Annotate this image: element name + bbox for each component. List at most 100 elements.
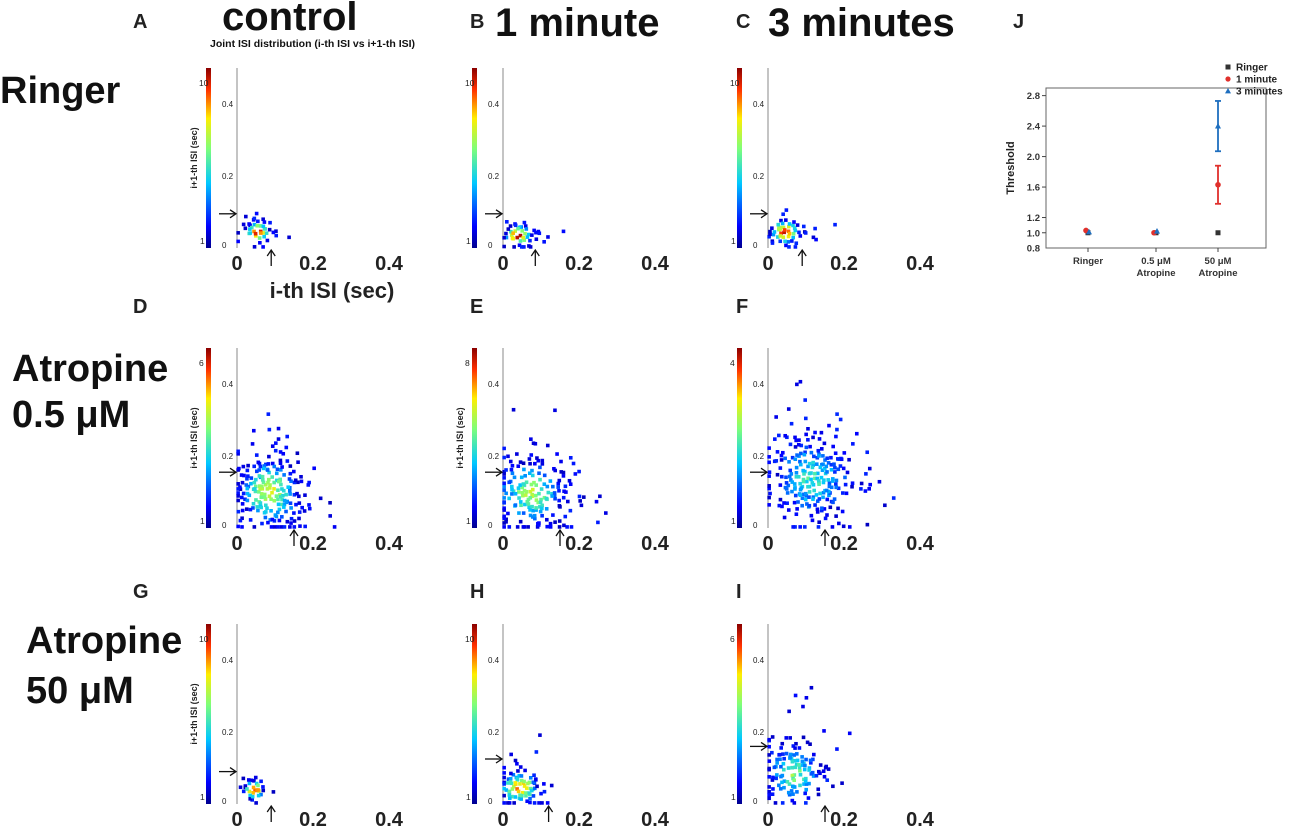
x-category-label: 50 μM bbox=[1205, 256, 1232, 267]
heatmap-cell bbox=[782, 228, 787, 232]
heatmap-cell bbox=[532, 773, 536, 778]
heatmap-cell bbox=[236, 231, 240, 235]
heatmap-cell bbox=[236, 487, 240, 491]
heatmap-cell bbox=[253, 231, 258, 236]
heatmap-cell bbox=[254, 453, 259, 457]
heatmap-cell bbox=[288, 525, 292, 529]
heatmap-cell bbox=[536, 458, 541, 463]
heatmap-cell bbox=[803, 491, 808, 496]
heatmap-cell bbox=[780, 780, 784, 785]
legend-marker bbox=[1225, 76, 1231, 82]
panel-d-heatmap: D 6 1 0.4 0.2 0 i+1-th ISI (sec) 0 0.2 0.4 bbox=[133, 296, 404, 555]
heatmap-cell bbox=[502, 801, 506, 805]
column-header-control: control bbox=[222, 0, 358, 39]
heatmap-cell bbox=[240, 516, 244, 521]
heatmap-cell bbox=[810, 770, 815, 775]
heatmap-cell bbox=[520, 490, 525, 495]
heatmap-cell bbox=[513, 491, 518, 496]
heatmap-cell bbox=[786, 508, 791, 512]
heatmap-cell bbox=[550, 491, 554, 496]
heatmap-cell bbox=[254, 211, 259, 216]
heatmap-cell bbox=[767, 234, 771, 239]
y-marker-arrowhead bbox=[760, 741, 769, 751]
heatmap-cell bbox=[833, 465, 837, 470]
colorbar-tick-label: 0.4 bbox=[222, 380, 234, 389]
heatmap-cell bbox=[798, 234, 803, 238]
heatmap-cell bbox=[775, 450, 780, 454]
heatmap-cell bbox=[276, 497, 280, 502]
heatmap-cell bbox=[790, 798, 795, 803]
colorbar-max-label: 4 bbox=[730, 358, 735, 368]
heatmap-cell bbox=[845, 470, 850, 475]
heatmap-cell bbox=[784, 475, 788, 480]
heatmap-cell bbox=[542, 782, 546, 786]
heatmap-cell bbox=[247, 789, 252, 794]
heatmap-cell bbox=[827, 481, 832, 485]
x-marker-arrowhead bbox=[266, 248, 276, 257]
heatmap-cell bbox=[815, 476, 820, 481]
heatmap-cell bbox=[248, 227, 252, 231]
heatmap-cell bbox=[270, 490, 274, 495]
heatmap-cell bbox=[526, 781, 530, 786]
heatmap-cell bbox=[532, 786, 537, 791]
heatmap-cell bbox=[801, 704, 805, 709]
legend-marker bbox=[1225, 88, 1231, 94]
y-tick-label: 1.6 bbox=[1027, 183, 1040, 194]
heatmap-cell bbox=[502, 775, 506, 780]
heatmap-cell bbox=[243, 226, 248, 231]
heatmap-cell bbox=[262, 492, 267, 497]
heatmap-cell bbox=[778, 239, 783, 244]
heatmap-cell bbox=[526, 525, 530, 529]
x-tick-label: 0.4 bbox=[641, 253, 670, 275]
heatmap-cell bbox=[236, 524, 240, 529]
heatmap-cell bbox=[809, 761, 813, 765]
heatmap-cell bbox=[787, 709, 791, 714]
heatmap-cell bbox=[280, 465, 284, 469]
heatmap-cell bbox=[785, 501, 789, 505]
heatmap-cell bbox=[804, 757, 808, 762]
heatmap-cell bbox=[244, 507, 249, 511]
heatmap-cell bbox=[502, 793, 506, 798]
heatmap-cell bbox=[786, 766, 791, 770]
heatmap-cell bbox=[836, 467, 841, 472]
heatmap-cell bbox=[249, 225, 254, 230]
heatmap-cell bbox=[775, 773, 779, 777]
heatmap-cell bbox=[502, 508, 506, 512]
heatmap-cell bbox=[517, 511, 521, 515]
heatmap-cell bbox=[833, 222, 837, 227]
heatmap-cell bbox=[577, 469, 581, 474]
heatmap-cell bbox=[523, 474, 527, 478]
legend-label: 1 minute bbox=[1236, 75, 1278, 86]
x-tick-label: 0.2 bbox=[299, 533, 327, 555]
heatmap-cell bbox=[787, 222, 792, 226]
heatmap-cell bbox=[811, 757, 815, 762]
colorbar-min-label: 1 bbox=[466, 236, 471, 246]
heatmap-cell bbox=[511, 407, 516, 412]
y-axis-label: i+1-th ISI (sec) bbox=[189, 407, 199, 468]
heatmap-cell bbox=[261, 785, 265, 789]
heatmap-cell bbox=[276, 479, 281, 484]
heatmap-cell bbox=[530, 494, 534, 499]
heatmap-cell bbox=[789, 478, 793, 482]
heatmap-cell bbox=[285, 519, 290, 524]
heatmap-cell bbox=[502, 472, 506, 476]
heatmap-cell bbox=[276, 437, 281, 441]
heatmap-cell bbox=[539, 791, 543, 796]
heatmap-cell bbox=[767, 744, 771, 749]
heatmap-cell bbox=[825, 778, 830, 782]
heatmap-cell bbox=[774, 415, 778, 419]
heatmap-cell bbox=[257, 468, 261, 472]
heatmap-cell bbox=[294, 502, 298, 507]
panel-letter: B bbox=[470, 11, 484, 33]
heatmap-cell bbox=[563, 484, 568, 489]
x-marker-arrowhead bbox=[820, 528, 830, 537]
heatmap-cell bbox=[236, 482, 240, 486]
heatmap-cell bbox=[798, 772, 803, 777]
heatmap-cell bbox=[549, 783, 554, 788]
heatmap-cell bbox=[820, 468, 825, 473]
heatmap-cell bbox=[261, 245, 265, 249]
heatmap-cell bbox=[826, 478, 831, 482]
heatmap-cell bbox=[538, 465, 542, 470]
heatmap-cell bbox=[516, 789, 521, 794]
